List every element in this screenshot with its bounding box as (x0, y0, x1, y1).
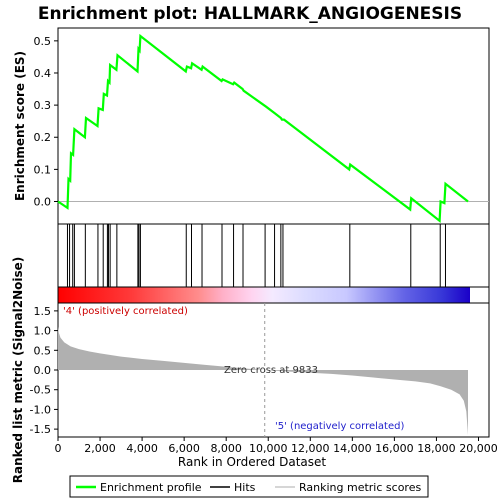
positive-correlation-label: '4' (positively correlated) (63, 306, 188, 317)
legend-enrichment-profile: Enrichment profile (100, 481, 202, 494)
x-tick-label: 0 (55, 442, 62, 455)
x-axis-label: Rank in Ordered Dataset (178, 455, 326, 469)
metric-y-tick-label: -1.0 (30, 403, 51, 416)
metric-y-axis: -1.5 -1.0 -0.5 0.0 0.5 1.0 1.5 (30, 305, 58, 436)
metric-y-tick-label: 1.0 (34, 325, 52, 338)
es-y-axis-label: Enrichment score (ES) (13, 51, 27, 201)
metric-y-tick-label: 0.0 (34, 364, 52, 377)
es-y-tick-label: 0.0 (34, 196, 52, 209)
es-y-tick-label: 0.2 (34, 131, 52, 144)
ranking-color-bar (58, 287, 470, 303)
es-y-tick-label: 0.1 (34, 163, 52, 176)
x-tick-label: 18,000 (417, 442, 456, 455)
metric-y-tick-label: 1.5 (34, 305, 52, 318)
legend-box (69, 475, 429, 498)
es-y-tick-label: 0.3 (34, 99, 52, 112)
es-y-tick-label: 0.5 (34, 35, 52, 48)
x-tick-label: 4,000 (126, 442, 158, 455)
x-tick-label: 16,000 (375, 442, 414, 455)
x-axis: 0 2,000 4,000 6,000 8,000 10,000 12,000 14,000 1… (55, 437, 498, 455)
es-panel-frame (57, 27, 490, 225)
legend-ranking-metric-scores: Ranking metric scores (299, 481, 421, 494)
hits-marks (66, 224, 446, 287)
x-tick-label: 2,000 (84, 442, 116, 455)
x-tick-label: 14,000 (333, 442, 372, 455)
enrichment-profile-line (57, 33, 469, 223)
x-tick-label: 10,000 (249, 442, 288, 455)
zero-cross-label: Zero cross at 9833 (224, 365, 318, 376)
hits-panel-frame (57, 223, 490, 288)
negative-correlation-label: '5' (negatively correlated) (275, 421, 404, 432)
metric-y-tick-label: 0.5 (34, 344, 52, 357)
x-tick-label: 12,000 (291, 442, 330, 455)
metric-y-tick-label: -1.5 (30, 423, 51, 436)
metric-y-axis-label: Ranked list metric (Signal2Noise) (11, 257, 25, 484)
chart-title: Enrichment plot: HALLMARK_ANGIOGENESIS (38, 4, 462, 24)
legend-hits: Hits (234, 481, 256, 494)
x-tick-label: 8,000 (210, 442, 242, 455)
es-y-tick-label: 0.4 (34, 67, 52, 80)
metric-y-tick-label: -0.5 (30, 384, 51, 397)
es-y-axis: 0.0 0.1 0.2 0.3 0.4 0.5 (34, 35, 58, 209)
x-tick-label: 6,000 (168, 442, 200, 455)
x-tick-label: 20,000 (459, 442, 498, 455)
